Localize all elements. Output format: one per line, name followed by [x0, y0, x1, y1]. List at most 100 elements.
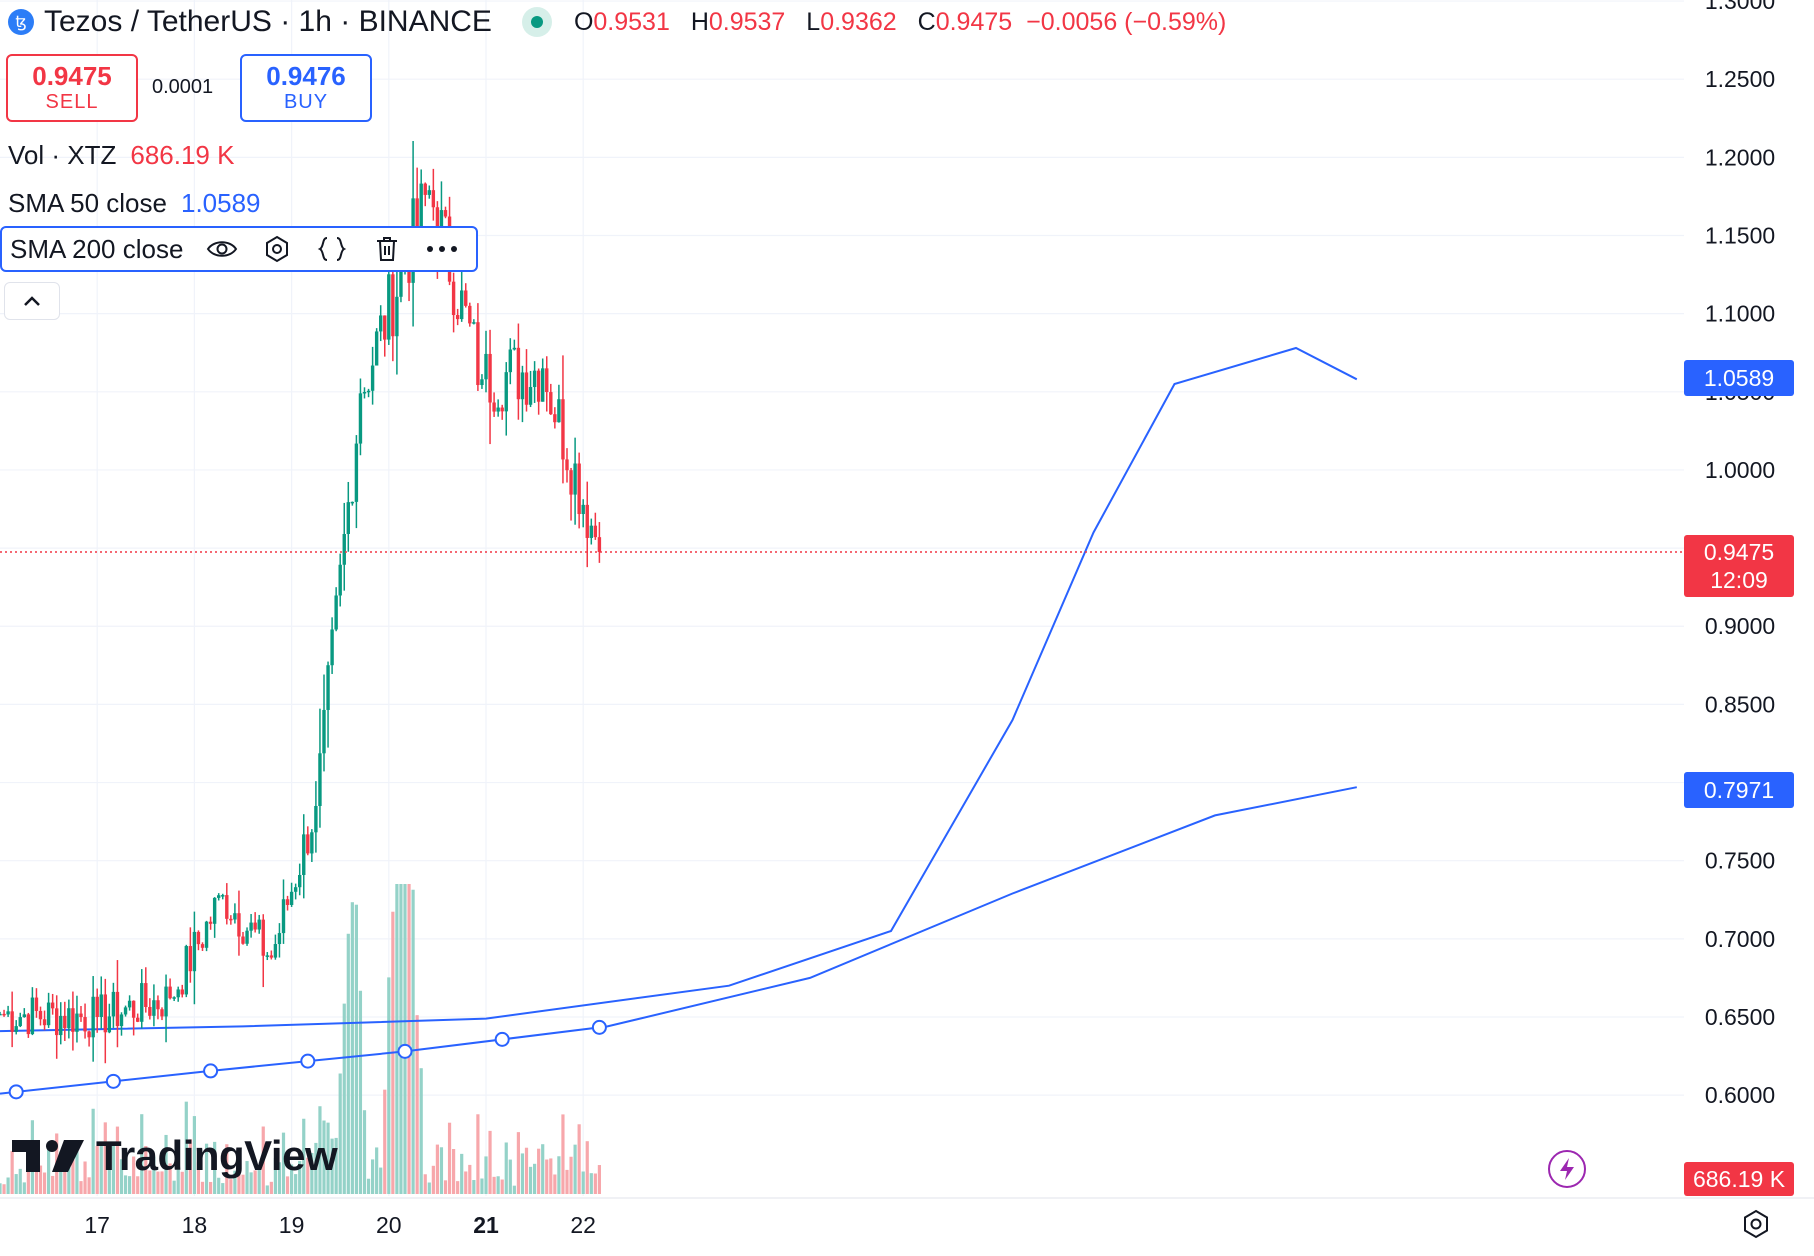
source-code-icon[interactable]: [311, 231, 352, 267]
tradingview-logo[interactable]: TradingView: [12, 1132, 338, 1180]
candle-body: [212, 897, 217, 924]
candle-body: [63, 1015, 67, 1029]
candle-body: [379, 315, 383, 332]
candle: [557, 384, 561, 423]
candle-body: [524, 372, 529, 405]
volume-bar: [277, 1162, 282, 1194]
candle-body: [111, 991, 116, 1017]
candle: [26, 1012, 31, 1038]
candle-body: [488, 353, 492, 403]
candle-body: [318, 753, 322, 806]
candle-body: [374, 331, 379, 366]
eye-icon[interactable]: [201, 231, 242, 267]
candle-body: [553, 414, 557, 423]
sma200-indicator[interactable]: SMA 200 close: [0, 226, 478, 272]
more-icon[interactable]: [421, 231, 462, 267]
candle: [273, 934, 278, 960]
volume-bar: [334, 1137, 338, 1194]
volume-bar: [597, 1165, 601, 1194]
price-tick-label: 1.3000: [1705, 0, 1775, 14]
buy-button[interactable]: 0.9476 BUY: [240, 54, 372, 122]
volume-bar: [330, 1138, 334, 1194]
volume-bar: [136, 1176, 140, 1194]
candle-body: [334, 595, 338, 630]
candle: [196, 930, 201, 951]
candle: [415, 167, 419, 231]
candle: [38, 1006, 43, 1026]
volume-bar: [464, 1171, 468, 1194]
candle: [492, 392, 496, 417]
sell-button[interactable]: 0.9475 SELL: [6, 54, 138, 122]
candle: [306, 826, 310, 856]
candle-body: [423, 183, 427, 195]
candle: [225, 883, 229, 925]
volume-bar: [51, 1175, 55, 1194]
price-tick-label: 1.0000: [1705, 457, 1775, 483]
candle: [42, 1010, 47, 1031]
volume-bar: [47, 1145, 51, 1194]
volume-bar: [310, 1153, 314, 1194]
candle: [136, 1013, 140, 1023]
candle: [229, 915, 233, 925]
candle: [346, 481, 350, 552]
candle: [103, 978, 107, 1064]
volume-indicator[interactable]: Vol · XTZ 686.19 K: [8, 140, 234, 171]
volume-bar: [75, 1148, 79, 1194]
volume-bar: [500, 1179, 504, 1194]
candle-body: [14, 1026, 18, 1032]
candle: [180, 984, 184, 998]
candle-body: [362, 391, 367, 394]
candle: [597, 522, 602, 563]
volume-bar: [123, 1175, 128, 1194]
candle-body: [573, 463, 577, 495]
candle-body: [545, 368, 549, 393]
volume-bar: [176, 1168, 180, 1194]
candle: [330, 617, 334, 674]
volume-bar: [512, 1185, 516, 1194]
volume-bar: [585, 1141, 589, 1194]
trash-icon[interactable]: [366, 231, 407, 267]
candle-body: [541, 368, 545, 402]
candle-body: [480, 379, 484, 386]
candle-body: [484, 353, 488, 380]
volume-indicator-value: 686.19 K: [130, 140, 235, 170]
candle: [395, 270, 399, 375]
symbol-title[interactable]: Tezos / TetherUS · 1h · BINANCE: [44, 5, 492, 38]
gear-icon[interactable]: [1740, 1208, 1772, 1240]
sma-200-marker: [591, 1019, 607, 1035]
candle: [362, 387, 367, 399]
price-tick-label: 1.2000: [1705, 144, 1775, 170]
candle-body: [265, 955, 269, 957]
volume-bar: [249, 1172, 253, 1194]
time-axis: 17 18 19 20 21 22: [0, 1197, 1814, 1238]
collapse-legend-button[interactable]: [4, 282, 60, 320]
change-value: −0.0056 (−0.59%): [1026, 7, 1227, 36]
candle-body: [468, 305, 472, 324]
volume-bar: [302, 1118, 306, 1194]
candle: [431, 168, 436, 221]
volume-bar: [144, 1146, 148, 1194]
candle: [350, 501, 355, 506]
candle: [545, 356, 549, 412]
candle: [188, 927, 193, 983]
candle-body: [217, 895, 221, 898]
lightning-icon[interactable]: [1548, 1150, 1586, 1188]
candle: [2, 1009, 6, 1017]
candle: [488, 329, 492, 445]
candle-body: [387, 274, 391, 340]
volume-bar: [245, 1161, 249, 1194]
settings-icon[interactable]: [256, 231, 297, 267]
candle: [310, 829, 314, 862]
sma50-indicator[interactable]: SMA 50 close 1.0589: [8, 188, 261, 219]
candle: [285, 895, 290, 911]
candle-body: [22, 1014, 26, 1018]
candle: [366, 388, 371, 398]
volume-bar: [294, 1174, 298, 1194]
candle-body: [354, 443, 359, 502]
volume-bar: [107, 1159, 111, 1194]
candle-body: [589, 525, 593, 538]
candle-body: [115, 991, 120, 1027]
sma50-price-tag-value: 1.0589: [1703, 365, 1775, 391]
volume-bar: [589, 1173, 593, 1194]
